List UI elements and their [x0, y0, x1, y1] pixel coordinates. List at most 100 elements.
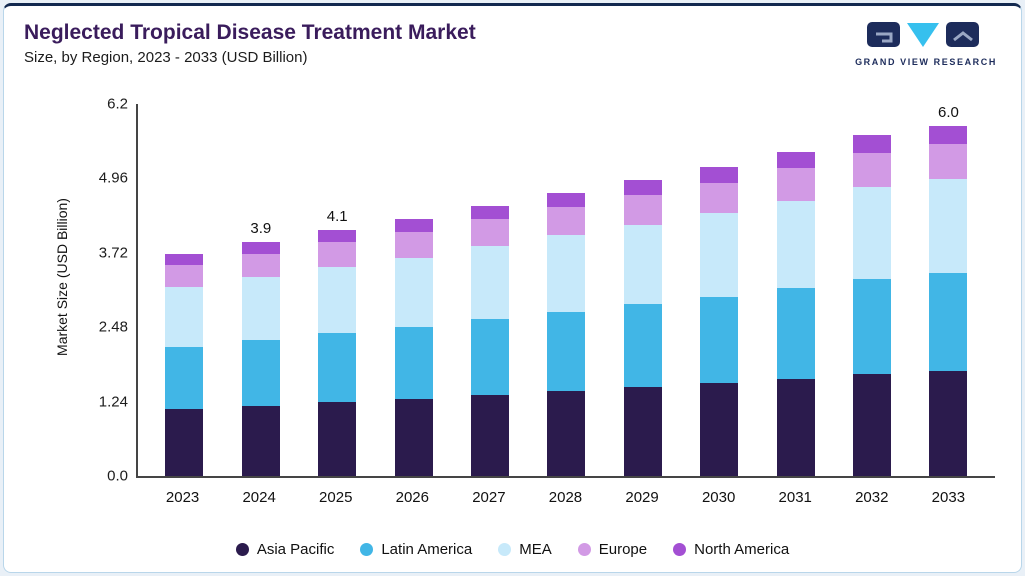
bar-value-label: 3.9 — [250, 220, 272, 237]
bar-segment-europe — [241, 254, 280, 278]
x-tick-label: 2028 — [548, 489, 583, 506]
legend-item-north-america: North America — [673, 541, 789, 558]
y-tick-label: 3.72 — [98, 244, 128, 262]
y-tick-label: 4.96 — [98, 169, 128, 187]
legend-swatch-icon — [577, 543, 591, 556]
y-tick-label: 6.2 — [107, 95, 128, 113]
bar-column — [689, 104, 749, 476]
legend-swatch-icon — [673, 543, 687, 556]
bar-segment-north-america — [929, 126, 968, 144]
bar-segment-latin-america — [547, 311, 586, 391]
x-tick-label: 2031 — [778, 489, 812, 506]
x-tick-label: 2023 — [165, 489, 200, 506]
bar-segment-asia-pacific — [623, 387, 662, 476]
y-tick-label: 0.0 — [107, 467, 128, 485]
bar-segment-north-america — [776, 152, 815, 169]
bar-segment-mea — [700, 213, 739, 297]
legend-label: North America — [694, 541, 790, 558]
bar-segment-europe — [776, 168, 815, 201]
bar-segment-mea — [471, 246, 510, 320]
bar-stack — [318, 230, 357, 476]
bar-stack — [623, 180, 662, 476]
legend-label: Asia Pacific — [256, 541, 335, 558]
bar-segment-asia-pacific — [165, 409, 204, 476]
legend-swatch-icon — [360, 543, 374, 556]
y-tick-label: 1.24 — [98, 393, 128, 411]
bar-segment-north-america — [853, 135, 892, 153]
bar-segment-latin-america — [165, 346, 204, 410]
bar-segment-latin-america — [318, 333, 357, 403]
bar-stack — [165, 254, 204, 476]
logo-r-icon — [946, 22, 980, 47]
bar-segment-mea — [241, 277, 280, 341]
bar-segment-europe — [853, 152, 892, 187]
chart-card: Neglected Tropical Disease Treatment Mar… — [3, 3, 1022, 573]
bar-stack — [241, 242, 280, 476]
bar-segment-europe — [471, 219, 510, 247]
bar-stack — [700, 167, 739, 476]
bar-stack — [394, 219, 433, 476]
bar-segment-north-america — [700, 167, 739, 183]
x-tick-label: 2025 — [319, 489, 353, 506]
header: Neglected Tropical Disease Treatment Mar… — [4, 6, 1021, 67]
bar-segment-latin-america — [623, 304, 662, 388]
bar-column — [842, 104, 902, 476]
legend-item-asia-pacific: Asia Pacific — [235, 541, 335, 558]
bar-segment-asia-pacific — [547, 390, 586, 476]
bar-segment-mea — [547, 235, 586, 312]
y-tick-label: 2.48 — [98, 318, 128, 336]
bar-column — [613, 104, 673, 476]
bar-segment-latin-america — [700, 296, 739, 383]
x-axis-labels: 2023 2024 2025 2026 2027 2028 2029 2030 2031 2032… — [136, 489, 995, 506]
bar-value-label: 6.0 — [938, 104, 959, 121]
bar-stack — [853, 135, 892, 476]
bar-column — [460, 104, 520, 476]
bar-segment-asia-pacific — [394, 399, 433, 476]
logo-v-icon — [907, 23, 940, 47]
bar-segment-europe — [623, 195, 662, 225]
bar-segment-europe — [165, 264, 204, 287]
bar-column — [766, 104, 826, 476]
legend-item-mea: MEA — [498, 541, 552, 558]
bar-column: 4.1 — [307, 104, 367, 476]
x-tick-label: 2032 — [855, 489, 889, 506]
bar-stack — [547, 192, 586, 476]
bar-segment-mea — [318, 266, 357, 334]
bar-column — [536, 104, 596, 476]
legend-item-latin-america: Latin America — [360, 541, 472, 558]
legend: Asia Pacific Latin America MEA Europe North … — [4, 541, 1021, 558]
bar-segment-asia-pacific — [241, 405, 280, 476]
bar-segment-asia-pacific — [318, 402, 357, 476]
bar-segment-asia-pacific — [776, 378, 815, 476]
bar-segment-latin-america — [394, 327, 433, 400]
title-block: Neglected Tropical Disease Treatment Mar… — [24, 20, 476, 66]
bar-column — [384, 104, 444, 476]
legend-label: Latin America — [381, 541, 473, 558]
bar-stack — [471, 206, 510, 476]
bar-segment-europe — [700, 182, 739, 214]
x-tick-label: 2029 — [625, 489, 659, 506]
brand-logo-marks — [867, 22, 980, 47]
bar-segment-latin-america — [853, 278, 892, 374]
bar-segment-north-america — [241, 242, 280, 254]
bar-segment-asia-pacific — [471, 394, 510, 476]
y-axis-label: Market Size (USD Billion) — [54, 198, 70, 356]
x-tick-label: 2030 — [701, 489, 736, 506]
bar-segment-europe — [547, 207, 586, 236]
page-title: Neglected Tropical Disease Treatment Mar… — [24, 21, 476, 44]
legend-label: Europe — [598, 541, 648, 558]
bar-column: 3.9 — [231, 104, 291, 476]
chart-area: Market Size (USD Billion) 0.0 1.24 2.48 3.7… — [26, 94, 999, 510]
legend-swatch-icon — [235, 543, 249, 556]
brand-name: GRAND VIEW RESEARCH — [855, 57, 997, 67]
bar-segment-europe — [394, 231, 433, 258]
bar-segment-north-america — [165, 254, 204, 265]
x-tick-label: 2026 — [395, 489, 429, 506]
x-tick-label: 2033 — [931, 489, 966, 506]
legend-label: MEA — [519, 541, 552, 558]
bar-stack — [776, 152, 815, 476]
bar-segment-latin-america — [471, 319, 510, 395]
bar-segment-mea — [929, 178, 968, 273]
x-tick-label: 2024 — [242, 489, 276, 506]
bar-segment-mea — [623, 224, 662, 305]
